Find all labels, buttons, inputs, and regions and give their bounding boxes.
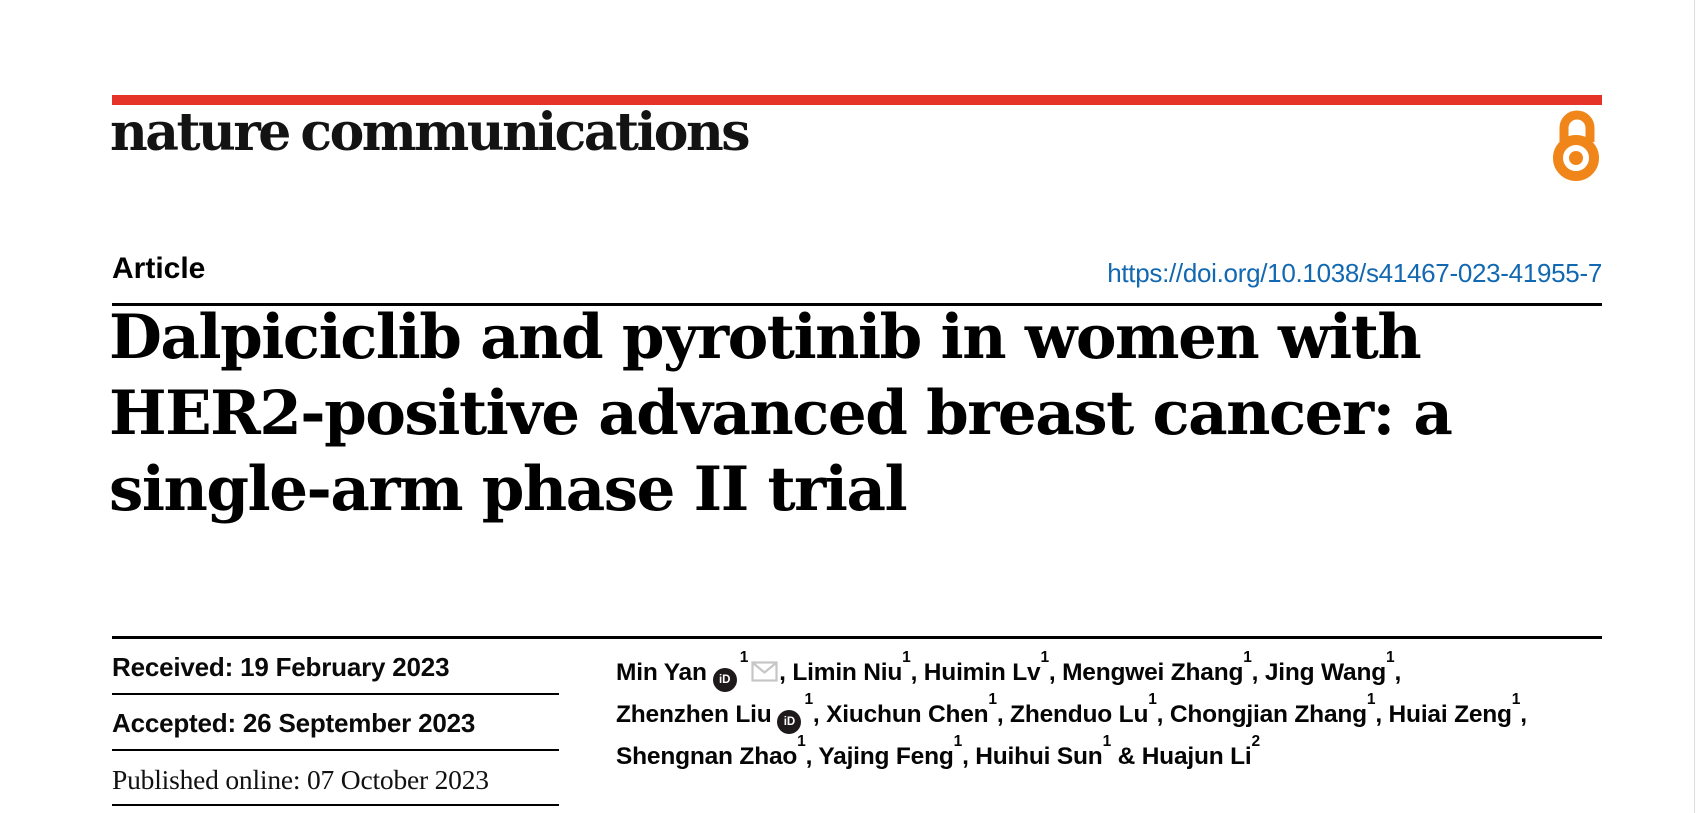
affiliation-superscript: 1 [739, 649, 749, 666]
header-divider-rule [112, 636, 1602, 639]
article-title: Dalpiciclib and pyrotinib in women with … [109, 300, 1509, 528]
title-line-2: HER2-positive advanced breast cancer: a [109, 378, 1453, 449]
author-name-text: , Jing Wang [1251, 659, 1387, 687]
received-date: Received: 19 February 2023 [112, 652, 450, 682]
affiliation-superscript: 1 [1148, 691, 1157, 708]
author-name-text: Min Yan [616, 659, 707, 687]
author-line-1: Min Yan iD1, Limin Niu1, Huimin Lv1, Meng… [616, 646, 1626, 693]
affiliation-superscript: 1 [1243, 649, 1252, 666]
author-name-text: , Chongjian Zhang [1156, 701, 1367, 729]
affiliation-superscript: 1 [902, 649, 911, 666]
author-name-text: , Zhenduo Lu [996, 701, 1149, 729]
title-top-rule [112, 303, 1602, 306]
masthead-accent-bar [112, 95, 1602, 105]
author-list: Min Yan iD1, Limin Niu1, Huimin Lv1, Meng… [616, 646, 1626, 772]
author-name-text: , [1520, 701, 1527, 729]
affiliation-superscript: 1 [1511, 691, 1521, 708]
page-edge-divider [1694, 0, 1695, 813]
title-line-3: single-arm phase II trial [109, 454, 908, 525]
author-name-text: , Huihui Sun [962, 743, 1103, 771]
title-line-1: Dalpiciclib and pyrotinib in women with [109, 302, 1422, 373]
author-name-text: Zhenzhen Liu [616, 701, 772, 729]
author-name-text: , Limin Niu [779, 659, 903, 687]
author-line-3: Shengnan Zhao1, Yajing Feng1, Huihui Sun… [616, 730, 1626, 772]
author-line-2: Zhenzhen Liu iD1, Xiuchun Chen1, Zhenduo … [616, 688, 1626, 735]
affiliation-superscript: 1 [988, 691, 997, 708]
email-icon[interactable] [751, 654, 778, 696]
affiliation-superscript: 1 [797, 733, 806, 750]
affiliation-superscript: 1 [1040, 649, 1049, 666]
doi-link[interactable]: https://doi.org/10.1038/s41467-023-41955… [1107, 258, 1602, 288]
author-name-text: , Huiai Zeng [1375, 701, 1512, 729]
affiliation-superscript: 1 [1366, 691, 1376, 708]
affiliation-superscript: 1 [1386, 649, 1395, 666]
author-name-text: , Huimin Lv [910, 659, 1041, 687]
author-name-text: Shengnan Zhao [616, 743, 798, 771]
open-access-icon [1552, 106, 1600, 187]
affiliation-superscript: 1 [953, 733, 963, 750]
affiliation-superscript: 1 [804, 691, 813, 708]
published-date: Published online: 07 October 2023 [112, 764, 489, 795]
article-type-label: Article [112, 252, 206, 285]
author-name-text: , Mengwei Zhang [1048, 659, 1244, 687]
accepted-date: Accepted: 26 September 2023 [112, 708, 476, 738]
dates-divider-3 [112, 804, 559, 806]
author-name-text: , [1394, 659, 1402, 687]
author-name-text: , Xiuchun Chen [812, 701, 989, 729]
journal-logo: nature communications [110, 102, 751, 163]
author-name-text: & Huajun Li [1110, 743, 1252, 771]
affiliation-superscript: 2 [1251, 733, 1261, 750]
orcid-icon[interactable]: iD [777, 710, 802, 735]
orcid-icon[interactable]: iD [712, 668, 737, 693]
dates-divider-1 [112, 693, 559, 695]
affiliation-superscript: 1 [1102, 733, 1112, 750]
dates-divider-2 [112, 749, 559, 751]
author-name-text: , Yajing Feng [805, 743, 954, 771]
